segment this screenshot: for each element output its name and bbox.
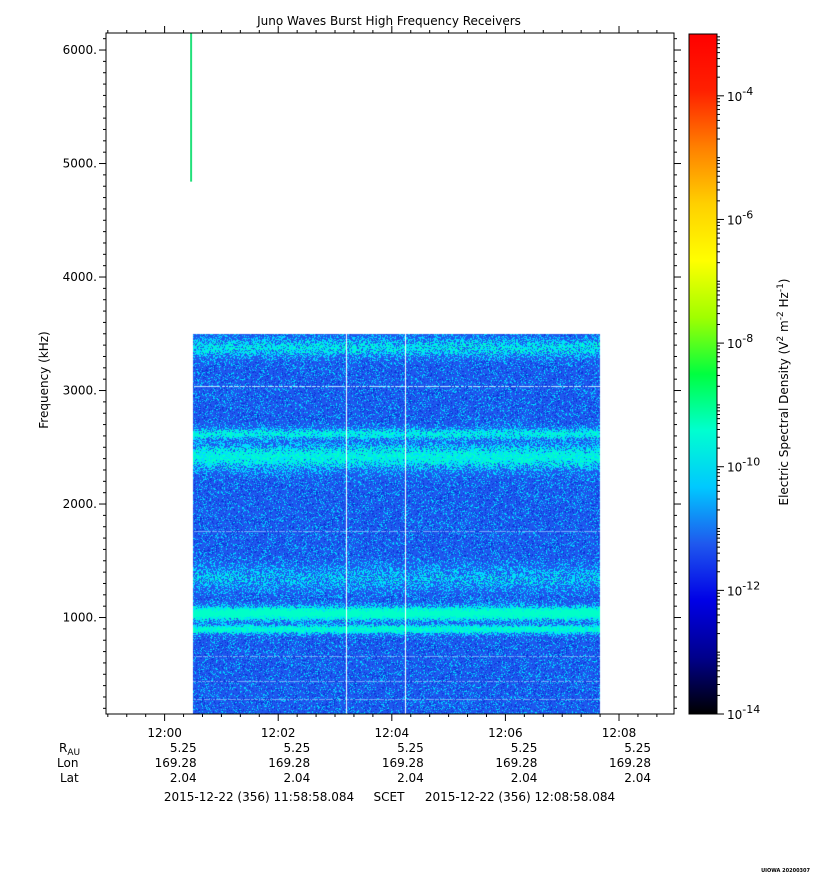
ephemeris-value-r-au: 5.25 bbox=[283, 741, 310, 755]
chart-title: Juno Waves Burst High Frequency Receiver… bbox=[256, 14, 521, 28]
time-range-start: 2015-12-22 (356) 11:58:58.084 bbox=[164, 790, 354, 804]
ephemeris-label-r: RAU bbox=[59, 741, 80, 758]
colorbar-tick-label: 10-6 bbox=[727, 208, 753, 227]
ephemeris-value-lat: 2.04 bbox=[397, 771, 424, 785]
y-axis: 1000. 2000. 3000. 4000. 5000. 6000. bbox=[63, 38, 681, 709]
ephemeris-value-lat: 2.04 bbox=[511, 771, 538, 785]
colorbar-axis: 10-4 10-6 10-8 10-10 10-12 10-14 bbox=[717, 36, 760, 722]
colorbar-tick-label: 10-10 bbox=[727, 456, 760, 475]
plot-frame bbox=[105, 32, 675, 715]
ephemeris-label-lat: Lat bbox=[60, 771, 79, 785]
x-tick-label: 12:00 bbox=[147, 726, 182, 740]
colorbar-label: Electric Spectral Density (V2 m-2 Hz-1) bbox=[776, 278, 791, 505]
colorbar-tick-label: 10-12 bbox=[727, 579, 760, 598]
ephemeris-label-lon: Lon bbox=[57, 756, 78, 770]
colorbar-tick-label: 10-4 bbox=[727, 85, 753, 104]
ephemeris-value-lon: 169.28 bbox=[155, 756, 197, 770]
y-tick-label: 2000. bbox=[63, 497, 97, 511]
ephemeris-value-r-au: 5.25 bbox=[624, 741, 651, 755]
x-tick-label: 12:06 bbox=[488, 726, 523, 740]
colorbar bbox=[688, 33, 718, 715]
y-tick-label: 5000. bbox=[63, 157, 97, 171]
spectrogram-container bbox=[106, 33, 674, 714]
x-tick-label: 12:08 bbox=[602, 726, 637, 740]
footer-stamp: UIOWA 20200307 bbox=[761, 868, 810, 874]
ephemeris-value-lon: 169.28 bbox=[609, 756, 651, 770]
ephemeris-value-lat: 2.04 bbox=[624, 771, 651, 785]
y-tick-label: 1000. bbox=[63, 611, 97, 625]
y-tick-label: 3000. bbox=[63, 384, 97, 398]
y-axis-label: Frequency (kHz) bbox=[37, 331, 51, 428]
x-tick-label: 12:02 bbox=[261, 726, 296, 740]
x-axis: 12:00 12:02 12:04 12:06 12:08 bbox=[107, 26, 658, 740]
y-tick-label: 6000. bbox=[63, 43, 97, 57]
ephemeris-value-r-au: 5.25 bbox=[397, 741, 424, 755]
ephemeris-value-lon: 169.28 bbox=[382, 756, 424, 770]
y-tick-label: 4000. bbox=[63, 270, 97, 284]
time-range-frame: SCET bbox=[374, 790, 406, 804]
ephemeris-value-r-au: 5.25 bbox=[170, 741, 197, 755]
x-tick-label: 12:04 bbox=[375, 726, 410, 740]
ephemeris-value-r-au: 5.25 bbox=[511, 741, 538, 755]
time-range-end: 2015-12-22 (356) 12:08:58.084 bbox=[425, 790, 615, 804]
spectrogram-canvas bbox=[106, 33, 674, 714]
colorbar-tick-label: 10-14 bbox=[727, 703, 760, 722]
ephemeris-value-lon: 169.28 bbox=[495, 756, 537, 770]
colorbar-tick-label: 10-8 bbox=[727, 332, 753, 351]
ephemeris-value-lat: 2.04 bbox=[283, 771, 310, 785]
ephemeris-value-lon: 169.28 bbox=[268, 756, 310, 770]
ephemeris-value-lat: 2.04 bbox=[170, 771, 197, 785]
